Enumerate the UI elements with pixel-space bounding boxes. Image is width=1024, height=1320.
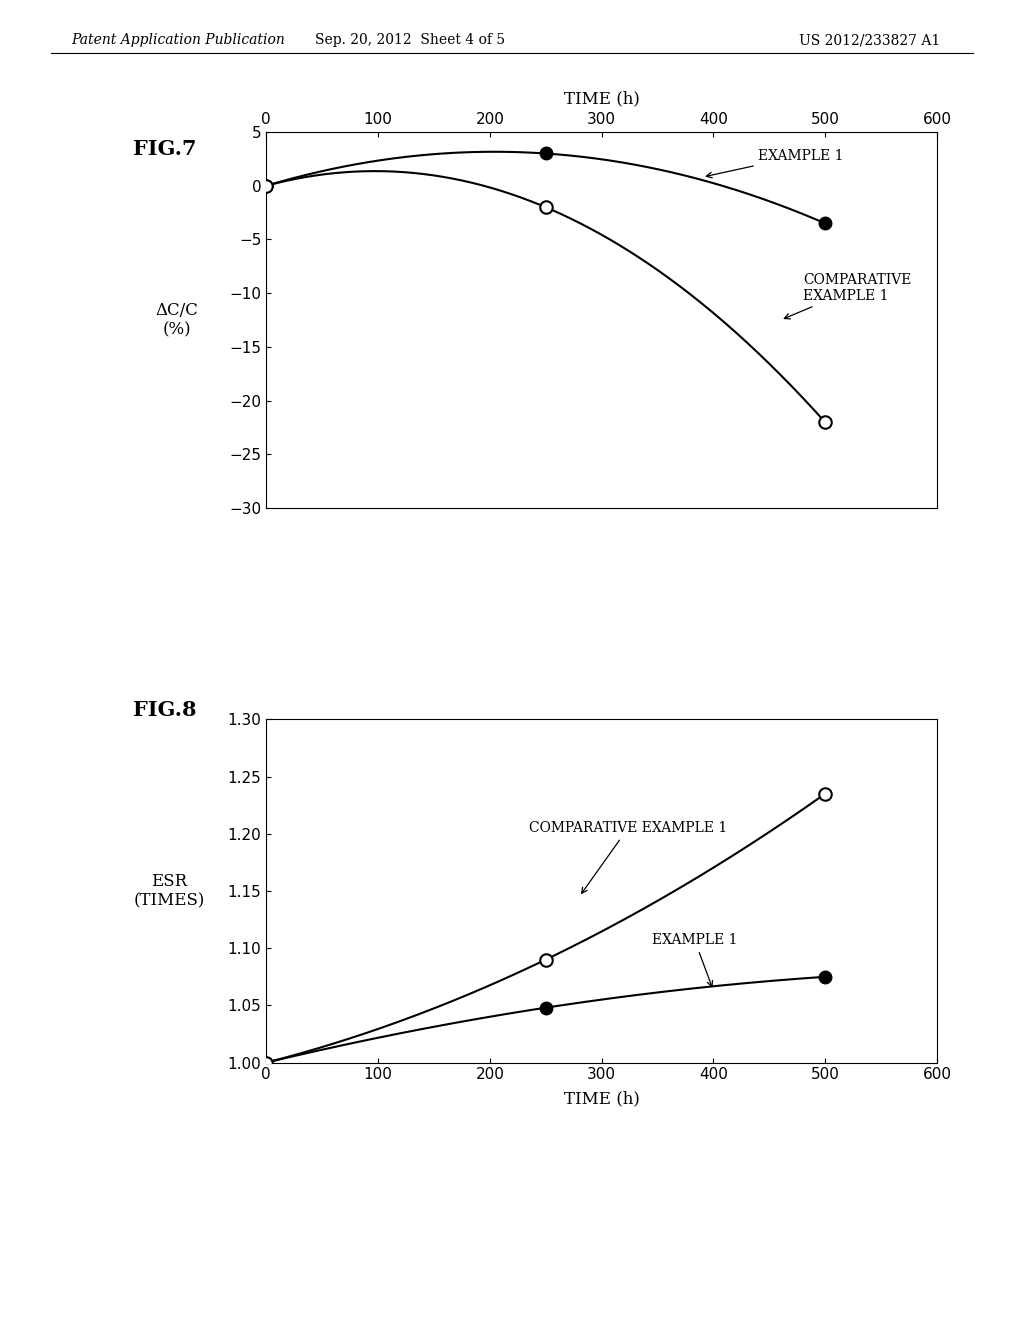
Text: COMPARATIVE EXAMPLE 1: COMPARATIVE EXAMPLE 1 (529, 821, 727, 894)
Text: FIG.8: FIG.8 (133, 700, 197, 719)
X-axis label: TIME (h): TIME (h) (563, 1090, 640, 1107)
Text: Sep. 20, 2012  Sheet 4 of 5: Sep. 20, 2012 Sheet 4 of 5 (314, 33, 505, 48)
Y-axis label: ESR
(TIMES): ESR (TIMES) (133, 873, 205, 909)
Text: FIG.7: FIG.7 (133, 139, 197, 158)
Text: EXAMPLE 1: EXAMPLE 1 (707, 149, 844, 178)
Text: EXAMPLE 1: EXAMPLE 1 (652, 933, 737, 986)
X-axis label: TIME (h): TIME (h) (563, 91, 640, 108)
Text: US 2012/233827 A1: US 2012/233827 A1 (799, 33, 940, 48)
Text: COMPARATIVE
EXAMPLE 1: COMPARATIVE EXAMPLE 1 (784, 273, 911, 319)
Text: Patent Application Publication: Patent Application Publication (72, 33, 286, 48)
Y-axis label: ΔC/C
(%): ΔC/C (%) (155, 302, 198, 338)
